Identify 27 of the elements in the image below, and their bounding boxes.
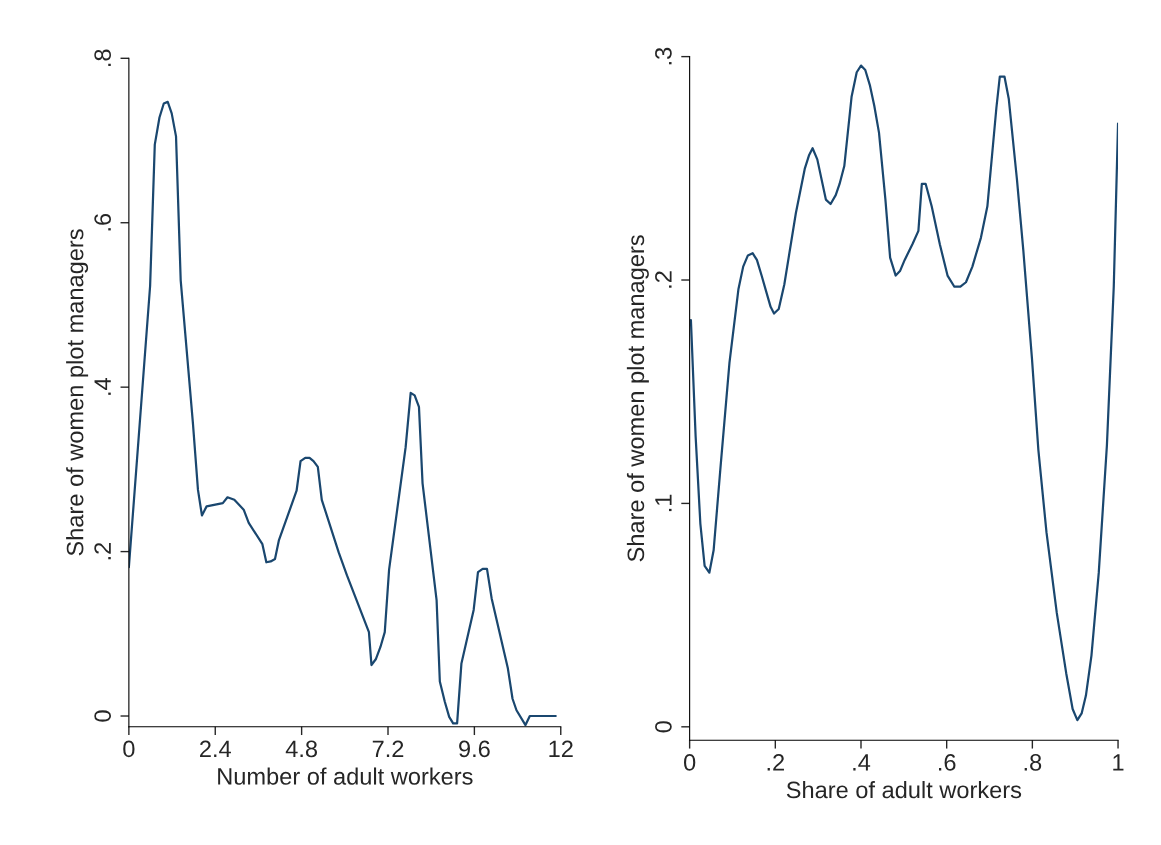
line-series: [128, 100, 557, 727]
x-axis-title: Share of adult workers: [786, 780, 1022, 799]
y-tick-label: .8: [94, 49, 112, 66]
line-series: [689, 64, 1119, 722]
x-tick-label: 12: [549, 740, 573, 758]
y-tick-label: .1: [655, 494, 672, 512]
y-tick-label: .2: [94, 542, 111, 560]
x-tick-label: 1: [1113, 754, 1124, 771]
y-tick-label: .3: [655, 47, 672, 65]
y-tick-label: .4: [94, 378, 111, 395]
y-tick-label: .6: [94, 213, 112, 231]
x-tick-label: 2.4: [200, 740, 231, 758]
x-tick-label: 7.2: [372, 740, 404, 758]
y-axis-title: Share of women plot managers: [626, 235, 649, 562]
x-tick-label: .4: [853, 754, 871, 771]
x-tick-label: 0: [123, 740, 135, 758]
y-tick-label: 0: [94, 710, 112, 722]
y-tick-label: 0: [655, 721, 672, 733]
x-tick-label: 4.8: [285, 740, 318, 758]
x-tick-label: 9.6: [459, 740, 490, 758]
y-tick-label: .2: [655, 271, 672, 288]
x-tick-label: 0: [683, 754, 696, 771]
x-tick-label: .2: [767, 754, 784, 771]
x-axis-title: Number of adult workers: [218, 767, 473, 785]
x-tick-label: .6: [938, 754, 956, 771]
y-axis-title: Share of women plot managers: [66, 229, 89, 556]
x-tick-label: .8: [1024, 754, 1042, 771]
